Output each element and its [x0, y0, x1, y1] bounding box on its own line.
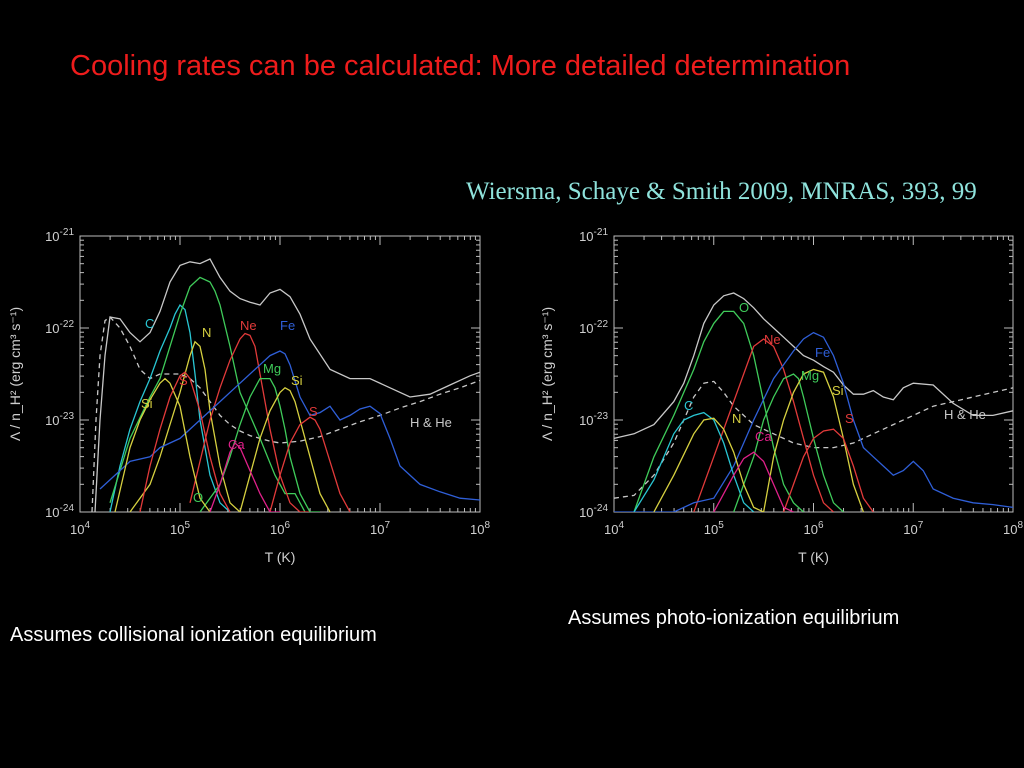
curve-label-ca: Ca: [755, 429, 772, 444]
curve-c: [633, 411, 755, 512]
curve-label-c: C: [145, 316, 154, 331]
x-tick-label: 108: [470, 520, 490, 537]
curve-label-si: Si: [141, 396, 153, 411]
curve-label-hhe: H & He: [944, 407, 986, 422]
curve-ca: [209, 441, 280, 512]
curve-label-n: N: [202, 325, 211, 340]
curve-si: [239, 387, 331, 512]
curve-label-c: C: [684, 398, 693, 413]
curve-mg: [733, 373, 844, 512]
curve-hhe: [614, 380, 1013, 499]
tick-marks: [613, 236, 1013, 513]
curve-label-fe: Fe: [815, 345, 830, 360]
y-tick-label: 10-21: [45, 227, 74, 244]
curve-o: [633, 310, 804, 512]
x-axis-title: T (K): [265, 549, 296, 565]
curve-label-s: S: [309, 404, 318, 419]
curve-label-si: Si: [832, 383, 844, 398]
curve-label-si: Si: [291, 373, 303, 388]
x-tick-label: 105: [170, 520, 190, 537]
curve-s: [269, 416, 351, 512]
y-axis-title: Λ / n_H² (erg cm³ s⁻¹): [539, 307, 555, 441]
curve-label-ne: Ne: [240, 318, 257, 333]
x-tick-label: 107: [903, 520, 923, 537]
slide-title: Cooling rates can be calculated: More de…: [70, 50, 851, 82]
curve-label-o: O: [193, 490, 203, 505]
curve-label-n: N: [732, 411, 741, 426]
curve-label-s: S: [179, 373, 188, 388]
curve-label-ne: Ne: [764, 332, 781, 347]
curve-s: [782, 428, 874, 512]
x-tick-label: 105: [704, 520, 724, 537]
curve-label-o: O: [739, 300, 749, 315]
x-tick-label: 104: [604, 520, 624, 537]
curve-si: [114, 377, 211, 512]
curve-total: [94, 258, 480, 512]
x-tick-label: 104: [70, 520, 90, 537]
y-tick-label: 10-22: [45, 319, 74, 336]
curve-label-fe: Fe: [280, 318, 295, 333]
y-tick-label: 10-23: [579, 411, 608, 428]
curve-label-hhe: H & He: [410, 415, 452, 430]
cooling-plot-collisional: 104 105 106 107 108 10-24 10-23 10-22 10-21 T (K)…: [7, 227, 490, 565]
curve-ne: [693, 338, 834, 512]
curve-total: [614, 292, 1013, 440]
x-axis-title: T (K): [798, 549, 829, 565]
caption-collisional: Assumes collisional ionization equilibri…: [10, 624, 377, 646]
x-tick-label: 106: [270, 520, 290, 537]
curve-label-ca: Ca: [228, 437, 245, 452]
curve-label-mg: Mg: [801, 368, 819, 383]
x-tick-label: 108: [1003, 520, 1023, 537]
curve-mg: [199, 377, 320, 512]
cooling-plot-photoionization: 104 105 106 107 108 10-24 10-23 10-22 10-21 T (K)…: [539, 227, 1023, 565]
curve-fe: [614, 331, 1013, 512]
y-tick-label: 10-23: [45, 411, 74, 428]
tick-marks: [79, 236, 480, 513]
curve-label-s: S: [845, 411, 854, 426]
x-tick-label: 106: [803, 520, 823, 537]
y-tick-label: 10-21: [579, 227, 608, 244]
curve-c: [109, 303, 231, 512]
curve-si: [762, 368, 865, 512]
y-axis-title: Λ / n_H² (erg cm³ s⁻¹): [7, 307, 23, 441]
curve-o: [109, 276, 306, 512]
caption-photoionization: Assumes photo-ionization equilibrium: [568, 607, 900, 629]
y-tick-label: 10-22: [579, 319, 608, 336]
curve-n: [653, 417, 764, 512]
curve-hhe: [91, 316, 480, 512]
curve-n: [129, 340, 241, 512]
x-tick-label: 107: [370, 520, 390, 537]
curve-label-mg: Mg: [263, 361, 281, 376]
y-tick-label: 10-24: [45, 503, 74, 520]
curve-s: [139, 371, 231, 512]
curve-ne: [189, 332, 310, 512]
citation: Wiersma, Schaye & Smith 2009, MNRAS, 393…: [466, 178, 977, 205]
curve-fe: [99, 350, 480, 501]
y-tick-label: 10-24: [579, 503, 608, 520]
curve-ca: [713, 451, 794, 512]
